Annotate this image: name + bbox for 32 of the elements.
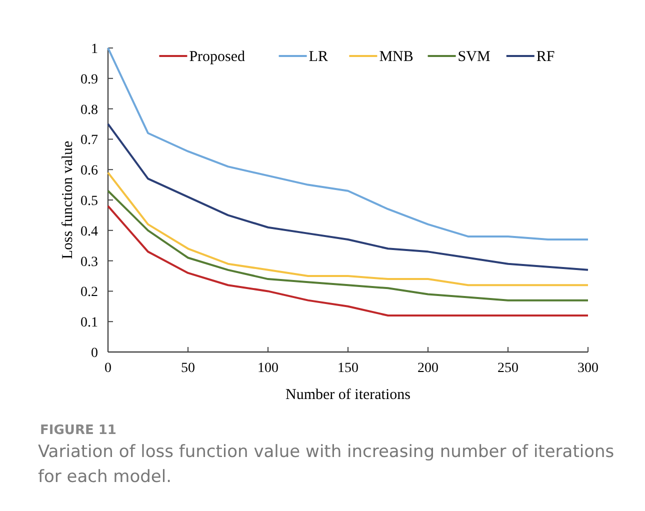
x-tick-label: 200: [418, 361, 438, 376]
legend-label: SVM: [458, 49, 490, 65]
y-tick-label: 0.1: [80, 316, 98, 331]
legend-label: Proposed: [189, 49, 246, 65]
y-tick-label: 0.5: [80, 194, 98, 209]
line-series: [107, 47, 589, 241]
legend-label: MNB: [379, 49, 414, 65]
y-axis-title: Loss function value: [60, 140, 76, 260]
y-tick-label: 0.8: [80, 102, 98, 118]
line-series: [107, 123, 589, 271]
x-tick-label: 50: [181, 361, 195, 376]
y-tick-label: 0.3: [80, 254, 98, 270]
y-tick-label: 0.9: [80, 72, 98, 88]
line-series: [107, 190, 589, 302]
caption: FIGURE 11: [40, 423, 116, 438]
y-tick-label: 0.7: [80, 133, 98, 148]
y-tick-label: 0.6: [80, 164, 98, 179]
x-tick-label: 300: [578, 361, 598, 376]
x-tick-label: 0: [104, 361, 112, 376]
x-tick-label: 100: [258, 361, 278, 376]
text: Variation of loss function value with increasing number of iterations for each model.: [38, 441, 616, 489]
line-series: [107, 172, 589, 286]
legend-label: RF: [536, 49, 555, 65]
y-tick-label: 0.4: [80, 224, 98, 240]
x-tick-label: 150: [338, 361, 358, 376]
x-tick-label: 250: [498, 361, 518, 376]
line-series: [107, 205, 589, 317]
x-axis-title: Number of iterations: [286, 387, 411, 403]
legend-label: LR: [308, 49, 328, 65]
y-tick-label: 0: [91, 346, 98, 361]
y-tick-label: 0.2: [80, 285, 98, 300]
y-tick-label: 1: [91, 42, 98, 57]
